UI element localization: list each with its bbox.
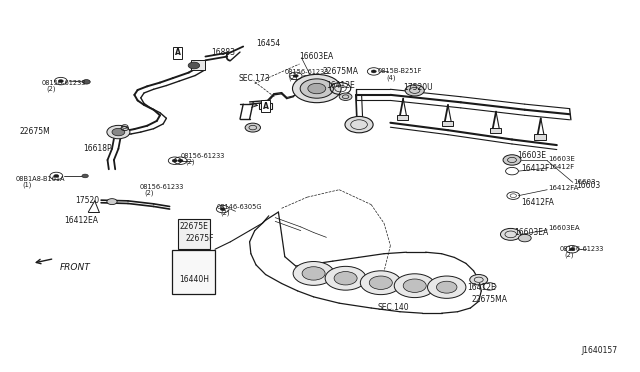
- Text: 22675MA: 22675MA: [323, 67, 358, 76]
- Text: 16440H: 16440H: [179, 275, 209, 284]
- Circle shape: [503, 155, 521, 165]
- Circle shape: [334, 272, 357, 285]
- Text: 16603E: 16603E: [517, 151, 546, 160]
- Text: 17520: 17520: [76, 196, 100, 205]
- Circle shape: [470, 275, 488, 285]
- Text: 17520U: 17520U: [403, 83, 433, 92]
- Text: 22675E: 22675E: [179, 222, 208, 231]
- Text: 16603: 16603: [573, 179, 596, 185]
- Text: 0815B-B251F: 0815B-B251F: [378, 68, 422, 74]
- Circle shape: [428, 276, 466, 298]
- Text: (4): (4): [387, 74, 396, 81]
- Text: 22675MA: 22675MA: [471, 295, 507, 304]
- Bar: [397, 115, 408, 120]
- Text: 16412F: 16412F: [521, 164, 549, 173]
- Text: 08156-61233: 08156-61233: [42, 80, 86, 86]
- Text: (2): (2): [47, 85, 56, 92]
- Circle shape: [293, 262, 334, 285]
- Text: 16603E: 16603E: [548, 156, 575, 162]
- Text: 08B1A8-B161A: 08B1A8-B161A: [15, 176, 65, 182]
- Text: A: A: [175, 48, 181, 57]
- Circle shape: [172, 159, 177, 162]
- Text: A: A: [262, 102, 269, 110]
- Circle shape: [220, 208, 225, 211]
- Circle shape: [308, 83, 326, 94]
- Circle shape: [405, 85, 424, 96]
- Text: A: A: [262, 102, 269, 111]
- Circle shape: [300, 79, 333, 98]
- Text: (2): (2): [564, 252, 574, 259]
- Text: 22675F: 22675F: [186, 234, 214, 243]
- Text: J1640157: J1640157: [581, 346, 617, 355]
- Text: FRONT: FRONT: [60, 263, 91, 272]
- Circle shape: [436, 281, 457, 293]
- Text: (2): (2): [185, 159, 195, 166]
- Bar: [534, 134, 546, 140]
- Text: 16603: 16603: [576, 182, 600, 190]
- Circle shape: [54, 174, 59, 177]
- Text: 08156-61233: 08156-61233: [560, 246, 604, 252]
- Bar: [259, 103, 272, 109]
- Circle shape: [570, 248, 575, 251]
- Circle shape: [83, 80, 90, 84]
- Text: SEC.140: SEC.140: [378, 303, 409, 312]
- Circle shape: [403, 279, 426, 292]
- Text: 16603EA: 16603EA: [300, 52, 334, 61]
- Bar: [178, 219, 210, 249]
- Text: 16412F: 16412F: [548, 164, 574, 170]
- Bar: [172, 250, 215, 294]
- Text: 22675M: 22675M: [19, 127, 50, 136]
- Bar: [191, 60, 205, 70]
- Bar: [442, 121, 453, 126]
- Text: 16412EA: 16412EA: [64, 217, 98, 225]
- Circle shape: [82, 174, 88, 178]
- Text: 16454: 16454: [256, 39, 280, 48]
- Circle shape: [500, 228, 521, 240]
- Bar: [490, 128, 501, 133]
- Circle shape: [245, 123, 260, 132]
- Circle shape: [293, 74, 298, 77]
- Circle shape: [178, 159, 183, 162]
- Circle shape: [188, 62, 200, 69]
- Text: (2): (2): [289, 75, 298, 81]
- Text: 16603EA: 16603EA: [515, 228, 549, 237]
- Circle shape: [339, 93, 352, 100]
- Text: (1): (1): [22, 181, 32, 188]
- Circle shape: [369, 276, 392, 289]
- Text: 16412E: 16412E: [467, 283, 496, 292]
- Text: (2): (2): [144, 189, 154, 196]
- Circle shape: [371, 70, 376, 73]
- Circle shape: [518, 234, 531, 242]
- Circle shape: [112, 128, 125, 136]
- Circle shape: [345, 116, 373, 133]
- Text: (2): (2): [221, 209, 230, 216]
- Text: 08156-61233: 08156-61233: [284, 69, 328, 75]
- Circle shape: [360, 271, 401, 295]
- Text: SEC.173: SEC.173: [238, 74, 269, 83]
- Text: 08146-6305G: 08146-6305G: [216, 204, 262, 210]
- Circle shape: [107, 125, 130, 139]
- Text: 16618P: 16618P: [83, 144, 112, 153]
- Text: 08156-61233: 08156-61233: [140, 184, 184, 190]
- Circle shape: [107, 199, 117, 205]
- Text: 16412FA: 16412FA: [521, 198, 554, 207]
- Circle shape: [302, 267, 325, 280]
- Circle shape: [292, 74, 341, 103]
- Circle shape: [325, 266, 366, 290]
- Text: 16412E: 16412E: [326, 81, 355, 90]
- Text: 16883: 16883: [211, 48, 236, 57]
- Text: 08156-61233: 08156-61233: [180, 153, 225, 159]
- Text: 16603EA: 16603EA: [548, 225, 579, 231]
- Text: 16412FA: 16412FA: [548, 185, 578, 191]
- Circle shape: [394, 274, 435, 298]
- Circle shape: [58, 80, 63, 83]
